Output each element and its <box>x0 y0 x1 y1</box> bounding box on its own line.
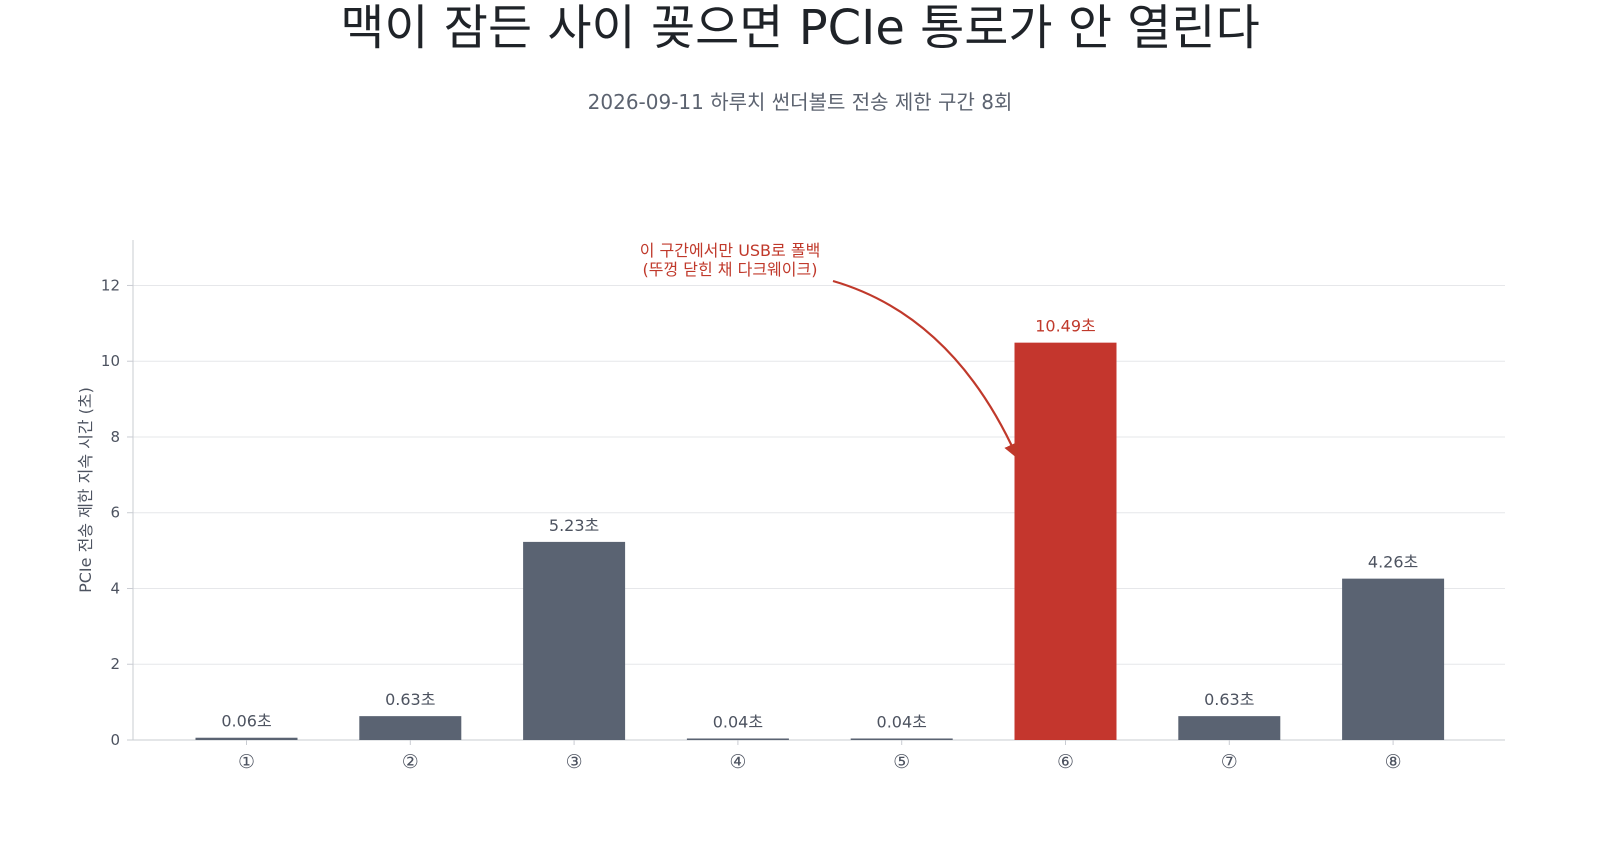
x-tick-label-5: ⑤ <box>893 751 910 773</box>
annotation: 이 구간에서만 USB로 폴백(뚜껑 닫힌 채 다크웨이크) <box>640 241 1019 459</box>
bar-6 <box>1014 342 1117 740</box>
axes: 0 2 4 6 8 10 12 PCIe 전송 제한 지속 시간 (초) <box>76 240 1505 749</box>
y-tick-label: 6 <box>110 504 120 522</box>
value-label-8: 4.26초 <box>1368 553 1418 572</box>
bar-7 <box>1178 716 1281 740</box>
bar-1 <box>195 737 298 740</box>
x-tick-label-8: ⑧ <box>1385 751 1402 773</box>
y-axis-label: PCIe 전송 제한 지속 시간 (초) <box>76 387 95 593</box>
x-tick-label-4: ④ <box>729 751 746 773</box>
x-tick-label-2: ② <box>402 751 419 773</box>
y-tick-label: 0 <box>110 731 120 749</box>
value-label-6: 10.49초 <box>1035 317 1096 336</box>
chart-subtitle: 2026-09-11 하루치 썬더볼트 전송 제한 구간 8회 <box>587 90 1013 114</box>
y-tick-label: 12 <box>101 276 120 294</box>
bars <box>195 342 1445 740</box>
y-tick-label: 2 <box>110 655 120 673</box>
x-tick-label-6: ⑥ <box>1057 751 1074 773</box>
bar-3 <box>523 541 626 740</box>
x-tick-label-1: ① <box>238 751 255 773</box>
value-label-4: 0.04초 <box>713 712 763 731</box>
annotation-text-line-1: 이 구간에서만 USB로 폴백 <box>640 241 821 260</box>
value-label-1: 0.06초 <box>221 712 271 731</box>
labels: 0.06초 ① 0.63초 ② 5.23초 ③ 0.04초 ④ 0.04초 ⑤ 10.49초 ⑥ 0.6… <box>221 317 1418 773</box>
value-label-3: 5.23초 <box>549 516 599 535</box>
bar-8 <box>1342 578 1445 740</box>
bar-4 <box>686 738 789 740</box>
x-tick-label-3: ③ <box>566 751 583 773</box>
y-tick-label: 10 <box>101 352 120 370</box>
bar-5 <box>850 738 953 740</box>
y-tick-label: 8 <box>110 428 120 446</box>
bar-2 <box>359 716 462 740</box>
annotation-text-line-2: (뚜껑 닫힌 채 다크웨이크) <box>643 260 818 279</box>
y-tick-label: 4 <box>110 579 120 597</box>
value-label-5: 0.04초 <box>877 712 927 731</box>
x-tick-label-7: ⑦ <box>1221 751 1238 773</box>
grid-lines <box>133 284 1505 665</box>
value-label-2: 0.63초 <box>385 690 435 709</box>
annotation-arrow <box>832 279 1019 459</box>
value-label-7: 0.63초 <box>1204 690 1254 709</box>
chart-title: 맥이 잠든 사이 꽂으면 PCIe 통로가 안 열린다 <box>340 0 1260 56</box>
